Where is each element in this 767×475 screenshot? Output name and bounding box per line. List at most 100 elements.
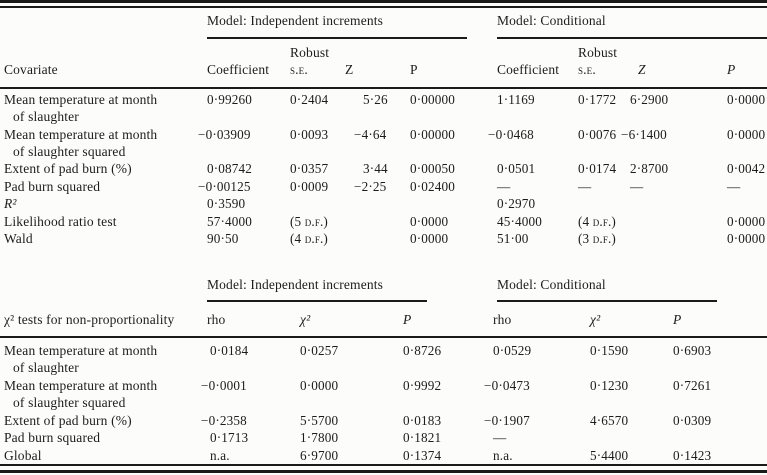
s2-r4-label: Pad burn squared [4, 430, 101, 445]
s1-r1-p-right: 0·0000 [727, 92, 766, 107]
s1-r2-coefficient-right: −0·0468 [488, 127, 534, 142]
s1-r1-z-right: 6·2900 [630, 92, 669, 107]
s2-r2-chi2-left: 0·0000 [300, 378, 339, 393]
s2-p-header-right: P [673, 312, 682, 327]
s2-r2-label-line2: of slaughter squared [13, 395, 126, 410]
s1-r1-se-left: 0·2404 [290, 92, 329, 107]
s2-r4-p-left: 0·1821 [403, 430, 442, 445]
s1-r1-p-left: 0·00000 [410, 92, 456, 107]
s2-chi2-header-right: χ² [590, 312, 601, 327]
s1-coefficient-header-right: Coefficient [497, 62, 560, 77]
s2-r5-p-left: 0·1374 [403, 448, 442, 463]
s1-robust-header-left: Robust [290, 45, 330, 60]
s1-r3-coefficient-left: 0·08742 [207, 161, 253, 176]
s2-r3-p-right: 0·0309 [673, 413, 712, 428]
s1-r2-label-line2: of slaughter squared [13, 144, 126, 159]
s1-r1-label: Mean temperature at month [4, 92, 158, 107]
s1-r2-p-right: 0·0000 [727, 127, 766, 142]
s2-r1-rho-right: 0·0529 [493, 343, 532, 358]
s1-r6-df-right: (4 d.f.) [578, 214, 616, 229]
s1-robust-header-right: Robust [578, 45, 618, 60]
s2-r2-rho-left: −0·0001 [201, 378, 247, 393]
s2-r3-chi2-left: 5·5700 [300, 413, 339, 428]
s2-r1-label: Mean temperature at month [4, 343, 158, 358]
s2-model-conditional-header: Model: Conditional [497, 277, 606, 292]
rule-top-outer [0, 0, 767, 3]
s1-r1-label-line2: of slaughter [13, 109, 79, 124]
s1-r4-p-right: — [727, 179, 741, 194]
s1-model-independent-header: Model: Independent increments [207, 13, 384, 28]
s1-r1-coefficient-right: 1·1169 [497, 92, 535, 107]
rule-s2-group-right [497, 300, 717, 302]
s2-rho-header-left: rho [207, 312, 226, 327]
s1-r3-z-left: 3·44 [363, 161, 388, 176]
s1-r3-p-right: 0·0042 [727, 161, 766, 176]
s2-tests-label: χ² tests for non-proportionality [4, 312, 175, 327]
s1-r7-label: Wald [4, 231, 33, 246]
s2-r4-rho-left: 0·1713 [210, 430, 249, 445]
s1-r5-label-r-squared: R² [4, 196, 17, 211]
s2-r5-label: Global [4, 448, 42, 463]
s2-r1-label-line2: of slaughter [13, 360, 79, 375]
s2-r2-p-left: 0·9992 [403, 378, 442, 393]
s1-r1-z-left: 5·26 [363, 92, 388, 107]
s2-r2-chi2-right: 0·1230 [590, 378, 629, 393]
rule-s1-header [0, 87, 767, 89]
s1-se-header-left: s.e. [290, 62, 308, 77]
s1-r1-coefficient-left: 0·99260 [207, 92, 253, 107]
s1-r6-label: Likelihood ratio test [4, 214, 117, 229]
rule-s1-group-right [497, 37, 767, 39]
s1-r3-se-left: 0·0357 [290, 161, 329, 176]
s1-r2-z-left: −4·64 [354, 127, 387, 142]
s2-r1-chi2-right: 0·1590 [590, 343, 629, 358]
s1-r5-value-right: 0·2970 [497, 196, 536, 211]
s2-r3-label: Extent of pad burn (%) [4, 413, 132, 428]
rule-s1-group-left [207, 37, 467, 39]
s2-r1-p-right: 0·6903 [673, 343, 712, 358]
s1-r2-z-right: −6·1400 [621, 127, 667, 142]
s2-r2-p-right: 0·7261 [673, 378, 712, 393]
s2-r1-rho-left: 0·0184 [210, 343, 249, 358]
s1-r3-coefficient-right: 0·0501 [497, 161, 536, 176]
s2-r5-chi2-left: 6·9700 [300, 448, 339, 463]
s1-covariate-header: Covariate [4, 62, 58, 77]
s1-r1-se-right: 0·1772 [578, 92, 617, 107]
s1-r7-value-left: 90·50 [207, 231, 239, 246]
s1-r2-coefficient-left: −0·03909 [198, 127, 251, 142]
s1-model-conditional-header: Model: Conditional [497, 13, 606, 28]
rule-bottom-inner [0, 464, 767, 466]
s2-r3-chi2-right: 4·6570 [590, 413, 629, 428]
s2-r5-rho-right: n.a. [493, 448, 513, 463]
s2-r5-rho-left: n.a. [210, 448, 230, 463]
s1-r2-se-left: 0·0093 [290, 127, 329, 142]
s2-r4-chi2-left: 1·7800 [300, 430, 339, 445]
s1-r5-value-left: 0·3590 [207, 196, 246, 211]
s1-r6-value-left: 57·4000 [207, 214, 253, 229]
s1-r2-se-right: 0·0076 [578, 127, 617, 142]
s1-p-header-left: P [410, 62, 418, 77]
s1-r4-coefficient-left: −0·00125 [198, 179, 251, 194]
s2-r1-p-left: 0·8726 [403, 343, 442, 358]
s1-r6-df-left: (5 d.f.) [290, 214, 328, 229]
s1-r4-se-left: 0·0009 [290, 179, 329, 194]
s1-r4-p-left: 0·02400 [410, 179, 456, 194]
s2-model-independent-header: Model: Independent increments [207, 277, 384, 292]
rule-bottom-outer [0, 470, 767, 473]
rule-top-inner [0, 6, 767, 8]
s2-r3-p-left: 0·0183 [403, 413, 442, 428]
s1-r7-df-right: (3 d.f.) [578, 231, 616, 246]
s2-r1-chi2-left: 0·0257 [300, 343, 339, 358]
s1-r3-z-right: 2·8700 [630, 161, 669, 176]
s1-se-header-right: s.e. [578, 62, 596, 77]
rule-s2-group-left [207, 300, 427, 302]
s1-r4-se-right: — [578, 179, 592, 194]
s1-r2-p-left: 0·00000 [410, 127, 456, 142]
s2-r5-chi2-right: 5·4400 [590, 448, 629, 463]
s1-r6-value-right: 45·4000 [497, 214, 543, 229]
s1-r7-p-right: 0·0000 [727, 231, 766, 246]
s1-r7-p-left: 0·0000 [410, 231, 449, 246]
s1-r3-se-right: 0·0174 [578, 161, 617, 176]
s1-r4-label: Pad burn squared [4, 179, 101, 194]
s2-rho-header-right: rho [493, 312, 512, 327]
s1-r3-p-left: 0·00050 [410, 161, 456, 176]
